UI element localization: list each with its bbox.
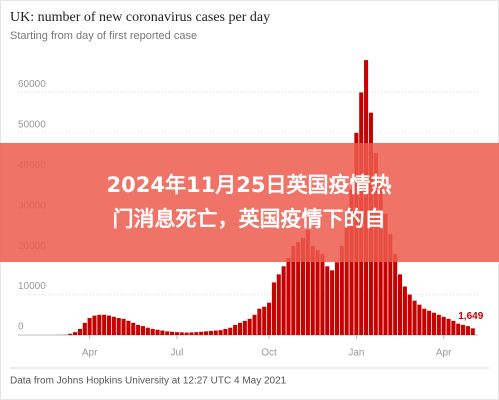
bar [402, 286, 407, 335]
bar [305, 229, 310, 335]
bar [300, 237, 306, 335]
bar [315, 250, 320, 335]
x-tick-label: Apr [436, 348, 452, 359]
bar [267, 302, 272, 335]
x-tick-label: Jul [171, 348, 184, 359]
bar [441, 316, 446, 335]
bar [155, 329, 160, 335]
bar [165, 331, 170, 335]
bar [208, 330, 213, 335]
value-label: 1,649 [458, 311, 483, 322]
bar [470, 328, 475, 335]
bar [271, 282, 276, 335]
bar [296, 242, 301, 335]
bar [412, 300, 417, 335]
bar [213, 330, 218, 335]
bar [228, 327, 233, 335]
x-tick-label: Oct [261, 348, 277, 359]
bar [334, 262, 340, 335]
bar [87, 318, 92, 335]
bar [242, 320, 247, 335]
bar [286, 258, 291, 335]
banner [0, 143, 499, 262]
bar [97, 314, 102, 335]
bar [131, 322, 136, 335]
bar [136, 324, 141, 335]
y-tick-label: 60000 [18, 79, 46, 90]
bar [262, 306, 267, 335]
bar [349, 189, 354, 335]
bar [237, 322, 243, 335]
bar [189, 332, 194, 335]
bar [344, 213, 349, 335]
bar [465, 326, 470, 335]
bar [68, 333, 73, 335]
bar [223, 328, 228, 335]
bar [456, 323, 461, 335]
bar [417, 304, 422, 335]
bar [111, 316, 116, 335]
bar [150, 328, 155, 335]
plot: 0100002000030000400005000060000AprJulOct… [18, 60, 484, 359]
banner-line: 门消息死亡，英国疫情下的自 [113, 207, 386, 231]
bar [126, 320, 131, 335]
bar [393, 254, 398, 335]
y-tick-label: 50000 [18, 119, 46, 130]
bar [397, 274, 403, 335]
bar [330, 270, 335, 335]
bar [233, 324, 238, 335]
bar [461, 324, 466, 335]
bar [121, 318, 126, 335]
bar [199, 331, 204, 335]
bar [436, 314, 441, 335]
bar [102, 314, 107, 335]
y-tick-label: 0 [18, 322, 24, 333]
bar [320, 254, 325, 335]
bar [106, 315, 112, 335]
chart-title: UK: number of new coronavirus cases per … [10, 10, 270, 25]
bar [174, 332, 179, 335]
bar [140, 326, 146, 335]
bar [82, 322, 87, 335]
bar [247, 318, 252, 335]
bar [276, 274, 281, 335]
bar [116, 318, 121, 335]
bar [73, 332, 78, 335]
bar [218, 330, 223, 335]
bar [145, 327, 150, 335]
bar [446, 318, 451, 335]
bar [281, 266, 286, 335]
bar [257, 308, 262, 335]
bar [92, 315, 97, 335]
bar [383, 213, 388, 335]
bar [252, 314, 257, 335]
bar [339, 246, 344, 335]
bar [194, 332, 199, 335]
bar [422, 308, 427, 335]
bar [77, 328, 82, 335]
bar [388, 233, 393, 335]
bar [407, 294, 412, 335]
bar [184, 332, 189, 335]
chart-subtitle: Starting from day of first reported case [10, 30, 197, 42]
banner-line: 2024年11月25日英国疫情热 [107, 173, 392, 197]
bar [203, 331, 209, 335]
bar [310, 246, 315, 335]
bar [431, 312, 437, 335]
x-tick-label: Jan [348, 348, 364, 359]
bar [179, 332, 184, 335]
y-tick-label: 10000 [18, 281, 46, 292]
source: Data from Johns Hopkins University at 12… [10, 376, 287, 387]
bar [291, 246, 296, 335]
bar [160, 330, 165, 335]
bar [427, 310, 432, 335]
bar [170, 331, 175, 335]
x-tick-label: Apr [82, 348, 98, 359]
bar [325, 266, 330, 335]
bar [451, 320, 456, 335]
